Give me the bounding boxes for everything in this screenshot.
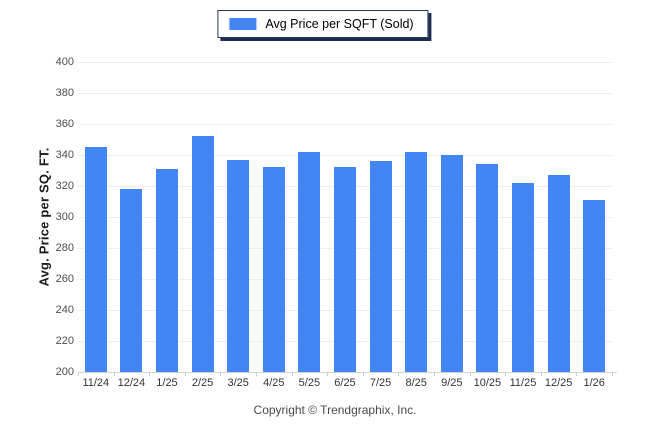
- y-tick-label: 280: [55, 241, 74, 254]
- y-tick-label: 300: [55, 210, 74, 223]
- bar-slot: [149, 62, 185, 372]
- x-tick-label: 8/25: [405, 377, 427, 389]
- x-axis-tick: [149, 372, 151, 376]
- x-tick-label: 12/24: [117, 377, 146, 389]
- bar-11/24: [84, 147, 107, 372]
- bar-slot: [185, 62, 221, 372]
- x-tick-label: 6/25: [334, 377, 356, 389]
- y-tick-label: 380: [55, 86, 74, 99]
- y-axis: 200 220 240 260 280 300 320 340 360 380 400: [0, 56, 74, 378]
- x-tick-label: 12/25: [544, 377, 573, 389]
- x-axis-tick: [220, 372, 222, 376]
- x-axis-tick: [256, 372, 257, 376]
- y-tick-label: 340: [55, 148, 74, 161]
- x-axis-tick: [612, 372, 613, 376]
- x-tick-label: 4/25: [263, 377, 285, 389]
- bar-slot: [505, 62, 541, 372]
- bar-slot: [327, 62, 363, 372]
- bar-1/26: [583, 199, 606, 372]
- bar-slot: [78, 62, 114, 372]
- x-axis-tick: [184, 372, 186, 376]
- bar-10/25: [476, 164, 499, 372]
- bar-3/25: [227, 159, 250, 372]
- bar-12/25: [547, 175, 570, 372]
- x-axis-tick: [78, 372, 79, 376]
- x-tick-label: 11/25: [509, 377, 537, 389]
- x-tick-label: 2/25: [191, 377, 214, 389]
- plot-area: [78, 62, 618, 376]
- gridline: [78, 124, 612, 125]
- gridline: [78, 93, 612, 94]
- x-tick-label: 9/25: [441, 377, 463, 389]
- copyright-text: Copyright © Trendgraphix, Inc.: [253, 403, 417, 417]
- x-tick-label: 11/24: [82, 377, 110, 389]
- x-axis-tick: [434, 372, 435, 376]
- bar-12/24: [120, 189, 143, 372]
- gridline: [78, 155, 612, 156]
- x-tick-label: 7/25: [369, 377, 392, 389]
- x-axis-tick: [327, 372, 329, 376]
- bar-slot: [114, 62, 150, 372]
- bar-9/25: [440, 155, 463, 372]
- bar-6/25: [333, 167, 356, 372]
- x-tick-label: 1/26: [583, 377, 605, 389]
- bar-slot: [256, 62, 292, 372]
- bar-slot: [363, 62, 399, 372]
- legend-swatch-icon: [229, 18, 257, 30]
- x-axis-tick: [469, 372, 471, 376]
- bar-8/25: [405, 151, 428, 372]
- x-tick-label: 3/25: [227, 377, 249, 389]
- gridline: [78, 62, 612, 63]
- legend: Avg Price per SQFT (Sold): [217, 10, 429, 38]
- y-tick-label: 240: [55, 303, 74, 316]
- x-tick-label: 10/25: [473, 377, 502, 389]
- bar-slot: [220, 62, 256, 372]
- bar-slot: [292, 62, 328, 372]
- y-tick-label: 260: [55, 272, 74, 285]
- x-tick-label: 5/25: [298, 377, 321, 389]
- x-axis-line: [78, 372, 618, 373]
- bar-1/25: [155, 168, 178, 372]
- x-axis-tick: [505, 372, 507, 376]
- x-axis-tick: [113, 372, 115, 376]
- bar-2/25: [191, 136, 214, 372]
- bar-slot: [434, 62, 470, 372]
- bar-11/25: [511, 182, 534, 372]
- bar-slot: [541, 62, 577, 372]
- y-tick-label: 200: [55, 365, 74, 378]
- bar-slot: [398, 62, 434, 372]
- bar-slot: [470, 62, 506, 372]
- bar-7/25: [369, 161, 392, 372]
- x-axis-tick: [540, 372, 542, 376]
- x-axis-labels: 11/24 12/24 1/25 2/25 3/25 4/25 5/25 6/25 7/25 8/…: [78, 377, 612, 391]
- x-axis-tick: [291, 372, 293, 376]
- legend-label: Avg Price per SQFT (Sold): [265, 17, 414, 31]
- bar-4/25: [262, 167, 285, 372]
- y-tick-label: 320: [55, 179, 74, 192]
- y-tick-label: 360: [55, 117, 74, 130]
- x-tick-label: 1/25: [156, 377, 178, 389]
- bar-slot: [576, 62, 612, 372]
- x-axis-tick: [398, 372, 400, 376]
- y-tick-label: 220: [55, 334, 74, 347]
- bar-5/25: [298, 151, 321, 372]
- y-tick-label: 400: [55, 55, 74, 68]
- x-axis-tick: [576, 372, 578, 376]
- x-axis-tick: [362, 372, 364, 376]
